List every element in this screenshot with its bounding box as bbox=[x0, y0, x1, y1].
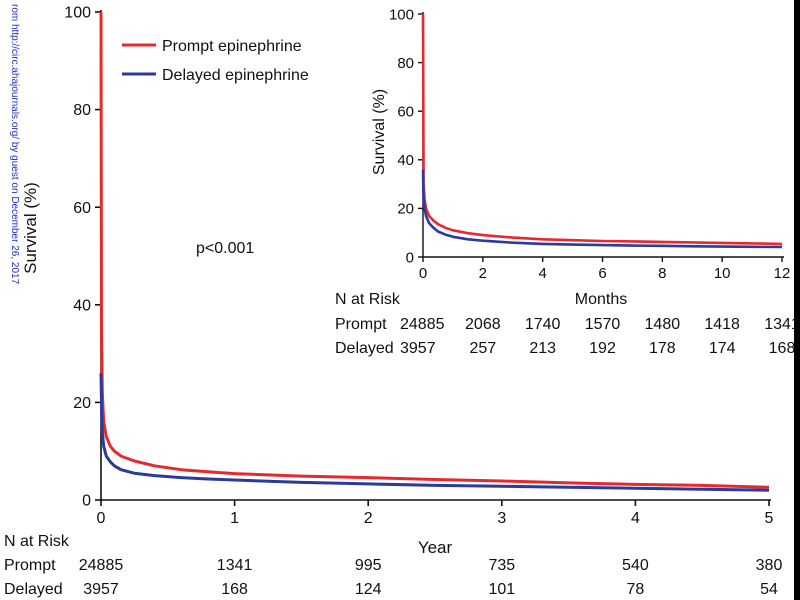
inset-risk-row-label: Prompt bbox=[335, 316, 387, 333]
inset-x-tick-label: 6 bbox=[598, 265, 606, 282]
main-risk-value: 380 bbox=[756, 557, 783, 574]
inset-y-tick-label: 60 bbox=[397, 103, 414, 120]
main-y-tick-label: 100 bbox=[64, 5, 91, 22]
main-risk-value: 24885 bbox=[79, 557, 124, 574]
main-risk-row-label: Prompt bbox=[4, 557, 56, 574]
main-x-tick-label: 5 bbox=[765, 510, 774, 527]
inset-risk-value: 2068 bbox=[465, 316, 501, 333]
inset-risk-value: 3957 bbox=[400, 340, 436, 357]
main-risk-value: 3957 bbox=[83, 581, 119, 598]
main-risk-value: 54 bbox=[760, 581, 778, 598]
main-risk-value: 1341 bbox=[217, 557, 253, 574]
main-y-tick-label: 20 bbox=[73, 395, 91, 412]
inset-y-tick-label: 80 bbox=[397, 55, 414, 72]
main-y-axis-label: Survival (%) bbox=[21, 182, 40, 274]
main-risk-value: 101 bbox=[488, 581, 515, 598]
inset-risk-value: 1341 bbox=[764, 316, 800, 333]
main-risk-value: 995 bbox=[355, 557, 382, 574]
main-risk-value: 735 bbox=[488, 557, 515, 574]
inset-x-tick-label: 8 bbox=[658, 265, 666, 282]
main-risk-table-title: N at Risk bbox=[4, 533, 70, 550]
main-risk-value: 168 bbox=[221, 581, 248, 598]
right-border bbox=[794, 0, 800, 600]
main-risk-value: 540 bbox=[622, 557, 649, 574]
inset-risk-value: 24885 bbox=[400, 316, 445, 333]
main-x-tick-label: 0 bbox=[97, 510, 106, 527]
p-value: p<0.001 bbox=[196, 240, 254, 257]
inset-y-tick-label: 40 bbox=[397, 152, 414, 169]
main-y-tick-label: 0 bbox=[82, 493, 91, 510]
main-x-tick-label: 2 bbox=[364, 510, 373, 527]
watermark-text: rom http://circ.ahajournals.org/ by gues… bbox=[9, 4, 20, 285]
inset-x-axis-label: Months bbox=[575, 291, 627, 308]
inset-x-tick-label: 12 bbox=[774, 265, 791, 282]
inset-y-tick-label: 20 bbox=[397, 201, 414, 218]
legend: Prompt epinephrine Delayed epinephrine bbox=[122, 38, 309, 84]
main-x-axis-label: Year bbox=[418, 538, 453, 557]
inset-risk-value: 178 bbox=[649, 340, 676, 357]
inset-x-tick-label: 2 bbox=[479, 265, 487, 282]
inset-risk-value: 1418 bbox=[704, 316, 740, 333]
inset-series-line-delayed bbox=[421, 169, 783, 249]
inset-risk-value: 1740 bbox=[525, 316, 561, 333]
watermark-strip: rom http://circ.ahajournals.org/ by gues… bbox=[9, 4, 20, 285]
inset-risk-value: 1570 bbox=[585, 316, 621, 333]
inset-risk-row-label: Delayed bbox=[335, 340, 394, 357]
main-risk-value: 78 bbox=[627, 581, 645, 598]
main-risk-row-label: Delayed bbox=[4, 581, 63, 598]
inset-risk-value: 168 bbox=[769, 340, 796, 357]
inset-x-tick-label: 10 bbox=[714, 265, 731, 282]
inset-risk-value: 174 bbox=[709, 340, 736, 357]
main-x-tick-label: 3 bbox=[497, 510, 506, 527]
inset-y-tick-label: 100 bbox=[389, 6, 414, 23]
main-y-tick-label: 80 bbox=[73, 102, 91, 119]
inset-risk-value: 257 bbox=[469, 340, 496, 357]
main-risk-value: 124 bbox=[355, 581, 382, 598]
inset-series-line-prompt bbox=[421, 13, 783, 246]
main-series-line-delayed bbox=[99, 373, 770, 492]
inset-y-tick-label: 0 bbox=[406, 249, 414, 266]
inset-x-tick-label: 4 bbox=[538, 265, 546, 282]
legend-label-prompt: Prompt epinephrine bbox=[162, 38, 302, 55]
inset-risk-value: 213 bbox=[529, 340, 556, 357]
inset-y-axis-label: Survival (%) bbox=[371, 89, 388, 175]
main-x-tick-label: 4 bbox=[631, 510, 640, 527]
inset-risk-value: 192 bbox=[589, 340, 616, 357]
main-y-tick-label: 40 bbox=[73, 297, 91, 314]
legend-label-delayed: Delayed epinephrine bbox=[162, 67, 309, 84]
inset-plot: 0 20 40 60 80 100 0 2 4 6 8 10 12 Months Survival (%) N… bbox=[335, 6, 800, 357]
main-x-tick-label: 1 bbox=[230, 510, 239, 527]
main-series-line-prompt bbox=[99, 11, 770, 489]
inset-x-tick-label: 0 bbox=[419, 265, 427, 282]
inset-risk-table-title: N at Risk bbox=[335, 291, 401, 308]
inset-risk-value: 1480 bbox=[645, 316, 681, 333]
main-y-tick-label: 60 bbox=[73, 200, 91, 217]
